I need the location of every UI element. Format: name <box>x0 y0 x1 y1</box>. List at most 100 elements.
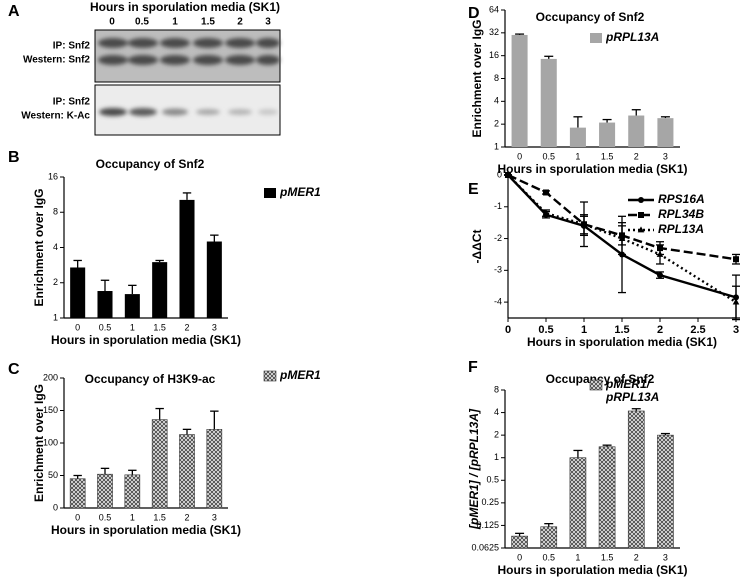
x-tick-label: 0.5 <box>542 151 555 161</box>
y-axis-label: [pMER1] / [pRPL13A] <box>467 408 481 530</box>
chart-title: Occupancy of H3K9-ac <box>85 372 216 386</box>
x-tick-label: 1.5 <box>614 324 629 336</box>
bar <box>151 419 168 509</box>
y-tick-label: 0.0625 <box>471 542 499 552</box>
lane-label: 2 <box>237 17 243 28</box>
y-tick-label: 150 <box>43 405 58 415</box>
x-tick-label: 3 <box>212 512 217 522</box>
x-tick-label: 1 <box>575 151 580 161</box>
lane-label: 1.5 <box>201 17 215 28</box>
legend-label: RPL13A <box>658 222 704 236</box>
legend-item: pRPL13A <box>606 31 660 44</box>
x-tick-label: 1.5 <box>601 552 614 562</box>
x-tick-label: 0.5 <box>99 322 112 332</box>
x-axis-label: Hours in sporulation media (SK1) <box>51 333 241 347</box>
x-tick-label: 1 <box>130 512 135 522</box>
blot-row-label: Western: Snf2 <box>23 55 90 66</box>
panel-letter: E <box>468 181 479 198</box>
y-tick-label: -1 <box>494 201 502 211</box>
legend-swatch <box>590 33 602 43</box>
marker <box>656 250 664 257</box>
x-tick-label: 1 <box>130 322 135 332</box>
bar <box>179 434 195 509</box>
x-tick-label: 1.5 <box>153 512 166 522</box>
blot-row-label: IP: Snf2 <box>53 41 91 52</box>
marker <box>542 209 550 216</box>
marker <box>580 220 588 227</box>
x-tick-label: 2 <box>657 324 663 336</box>
legend-label: pMER1 <box>280 186 321 199</box>
x-tick-label: 1.5 <box>601 151 614 161</box>
y-tick-label: 4 <box>494 96 499 106</box>
legend-label: RPL34B <box>658 207 704 221</box>
x-tick-label: 3 <box>663 552 668 562</box>
y-tick-label: 2 <box>494 119 499 129</box>
blot-title: Hours in sporulation media (SK1) <box>90 0 280 14</box>
bar <box>97 473 113 509</box>
x-tick-label: 0 <box>517 151 522 161</box>
bar <box>657 434 674 549</box>
y-tick-label: 16 <box>48 171 58 181</box>
x-axis-label: Hours in sporulation media (SK1) <box>497 563 687 577</box>
x-tick-label: 2.5 <box>690 324 705 336</box>
legend-marker <box>637 226 645 233</box>
y-tick-label: 0.5 <box>486 475 499 485</box>
legend-label: pRPL13A <box>606 31 660 44</box>
x-tick-label: 1 <box>575 552 580 562</box>
legend-item: pMER1 <box>280 186 321 199</box>
x-tick-label: 2 <box>184 322 189 332</box>
legend-label: pMER1 <box>280 369 321 382</box>
bar <box>628 115 645 147</box>
y-tick-label: 2 <box>494 430 499 440</box>
y-axis-label: Enrichment over IgG <box>32 188 46 306</box>
series-line <box>507 173 737 261</box>
bar <box>599 122 616 147</box>
panel-letter: F <box>468 359 478 376</box>
y-tick-label: 8 <box>494 384 499 394</box>
y-tick-label: -4 <box>494 296 502 306</box>
bar <box>97 291 113 318</box>
y-tick-label: 1 <box>53 312 58 322</box>
bar <box>70 267 86 318</box>
legend-marker <box>638 197 644 203</box>
y-tick-label: 0 <box>497 169 502 179</box>
chart-title: Occupancy of Snf2 <box>536 10 645 24</box>
legend-marker <box>638 212 644 218</box>
y-tick-label: -2 <box>494 233 502 243</box>
x-axis-label: Hours in sporulation media (SK1) <box>497 162 687 176</box>
marker <box>733 256 739 263</box>
blot-row-label: IP: Snf2 <box>53 97 91 108</box>
blot-lanes: 0 0.5 1 1.5 2 3 <box>109 17 271 28</box>
x-tick-label: 3 <box>733 324 739 336</box>
bar <box>206 429 223 509</box>
y-axis-label: Enrichment over IgG <box>470 19 484 137</box>
bar <box>657 118 674 147</box>
bar <box>511 535 528 549</box>
x-tick-label: 2 <box>184 512 189 522</box>
bar <box>69 478 86 509</box>
chart-title: Occupancy of Snf2 <box>546 372 655 386</box>
y-tick-label: 1 <box>494 141 499 151</box>
blot-image <box>94 29 281 136</box>
x-axis-label: Hours in sporulation media (SK1) <box>51 523 241 537</box>
x-tick-label: 0.5 <box>542 552 555 562</box>
y-tick-label: 0.25 <box>481 497 499 507</box>
legend-label: pMER1/ pRPL13A <box>606 378 660 404</box>
bar <box>627 410 645 549</box>
legend-swatch <box>263 370 277 382</box>
bar <box>569 457 587 549</box>
y-tick-label: 2 <box>53 277 58 287</box>
series-line <box>507 174 737 304</box>
legend-item: pMER1/ pRPL13A <box>606 378 660 404</box>
lane-label: 0.5 <box>135 17 149 28</box>
x-tick-label: 0 <box>75 512 80 522</box>
marker <box>504 171 512 178</box>
blot-row-label: Western: K-Ac <box>21 111 90 122</box>
y-tick-label: 64 <box>489 4 499 14</box>
x-tick-label: 0.5 <box>99 512 112 522</box>
y-tick-label: -3 <box>494 265 502 275</box>
y-tick-label: 16 <box>489 50 499 60</box>
bar <box>569 127 586 147</box>
bar <box>124 294 140 318</box>
